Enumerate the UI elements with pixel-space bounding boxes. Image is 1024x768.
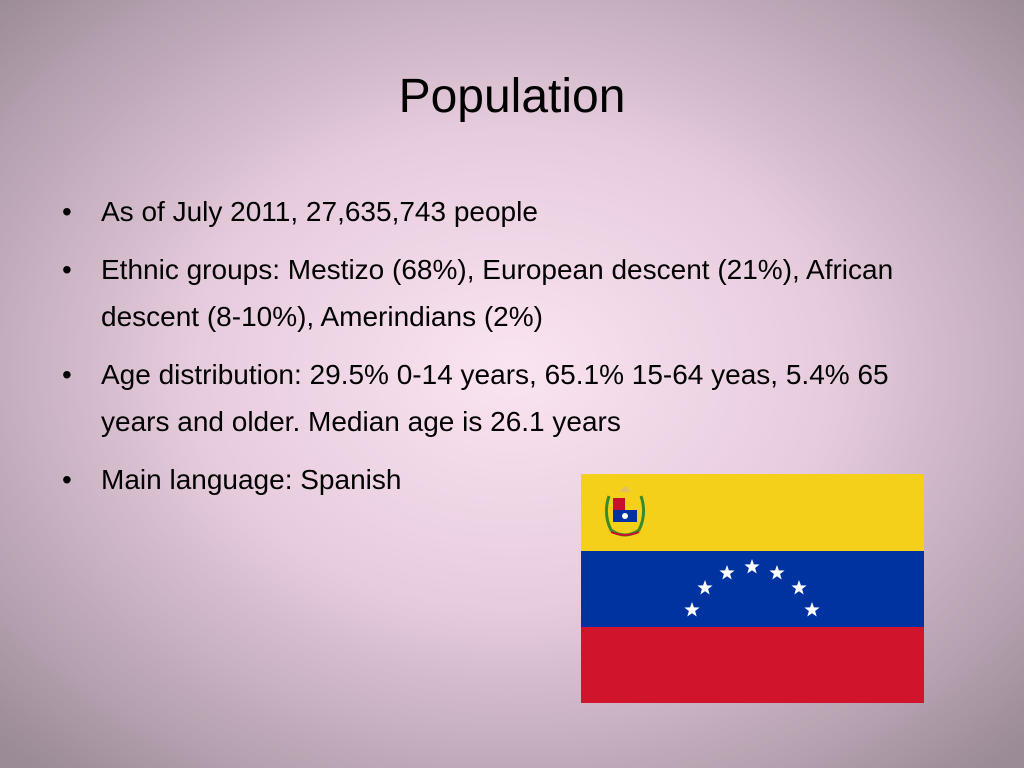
slide-title: Population <box>398 70 626 123</box>
bullet-list: As of July 2011, 27,635,743 people Ethni… <box>60 188 910 514</box>
bullet: Age distribution: 29.5% 0-14 years, 65.1… <box>60 351 910 445</box>
bullet: Main language: Spanish <box>60 456 910 503</box>
bullet: As of July 2011, 27,635,743 people <box>60 188 910 235</box>
venezuela-flag <box>581 474 924 703</box>
flag-yellow-stripe <box>581 474 924 551</box>
flag-red-stripe <box>581 627 924 703</box>
bullet: Ethnic groups: Mestizo (68%), European d… <box>60 246 910 340</box>
coat-of-arms <box>604 486 646 537</box>
